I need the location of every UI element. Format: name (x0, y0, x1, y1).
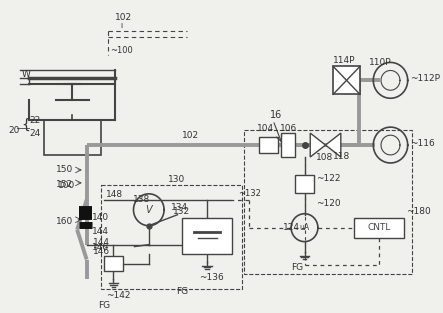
Text: 20: 20 (8, 126, 19, 135)
Text: ~112P: ~112P (410, 74, 439, 83)
Text: uA: uA (299, 223, 310, 232)
Text: ~122: ~122 (316, 174, 341, 183)
Bar (354, 218, 404, 238)
Text: 148: 148 (106, 190, 123, 199)
Text: 130: 130 (168, 175, 185, 184)
Text: ~136: ~136 (199, 273, 224, 282)
Text: 144: 144 (93, 238, 110, 247)
Text: 22: 22 (29, 116, 41, 125)
Text: ~180: ~180 (406, 207, 431, 216)
Text: ~120: ~120 (316, 199, 341, 208)
Text: 146: 146 (91, 243, 109, 252)
Text: FG: FG (291, 263, 303, 272)
Bar (259, 137, 278, 153)
Polygon shape (326, 133, 341, 157)
Text: 110P: 110P (369, 58, 391, 67)
Text: 16: 16 (270, 110, 282, 120)
Text: {: { (22, 118, 31, 132)
Bar (295, 175, 314, 193)
Text: 102: 102 (115, 13, 132, 22)
Bar (104, 255, 123, 271)
Text: ~100: ~100 (111, 46, 133, 55)
Text: 132: 132 (173, 207, 190, 216)
Text: FG: FG (98, 301, 110, 310)
Bar (333, 66, 360, 94)
Text: 134: 134 (171, 203, 188, 212)
Text: 150: 150 (56, 166, 74, 174)
Text: 152: 152 (56, 180, 73, 189)
Text: 104: 104 (257, 124, 274, 133)
Bar (245, 130, 412, 275)
Text: V: V (145, 205, 152, 215)
Polygon shape (310, 133, 326, 157)
Text: 114P: 114P (333, 56, 356, 65)
Bar (101, 185, 242, 290)
Text: 108: 108 (316, 153, 333, 162)
Text: ~132: ~132 (237, 189, 260, 198)
Text: 106: 106 (280, 124, 297, 133)
Text: 124: 124 (283, 223, 299, 232)
Bar (182, 218, 232, 254)
Text: CNTL: CNTL (367, 223, 391, 232)
Text: W: W (22, 70, 31, 79)
Text: 24: 24 (29, 129, 41, 138)
Bar (44, 120, 101, 155)
Text: 138: 138 (132, 195, 150, 204)
Text: 146: 146 (93, 247, 110, 256)
Bar (280, 133, 295, 157)
Text: ~142: ~142 (106, 291, 130, 300)
Text: 160: 160 (56, 217, 74, 226)
Text: 102: 102 (182, 131, 199, 140)
Text: 140: 140 (91, 213, 109, 222)
Text: 144: 144 (91, 227, 109, 236)
Text: 118: 118 (333, 152, 350, 162)
Text: 100: 100 (58, 181, 75, 190)
Text: FG: FG (176, 287, 188, 296)
Text: ~116: ~116 (410, 139, 434, 147)
